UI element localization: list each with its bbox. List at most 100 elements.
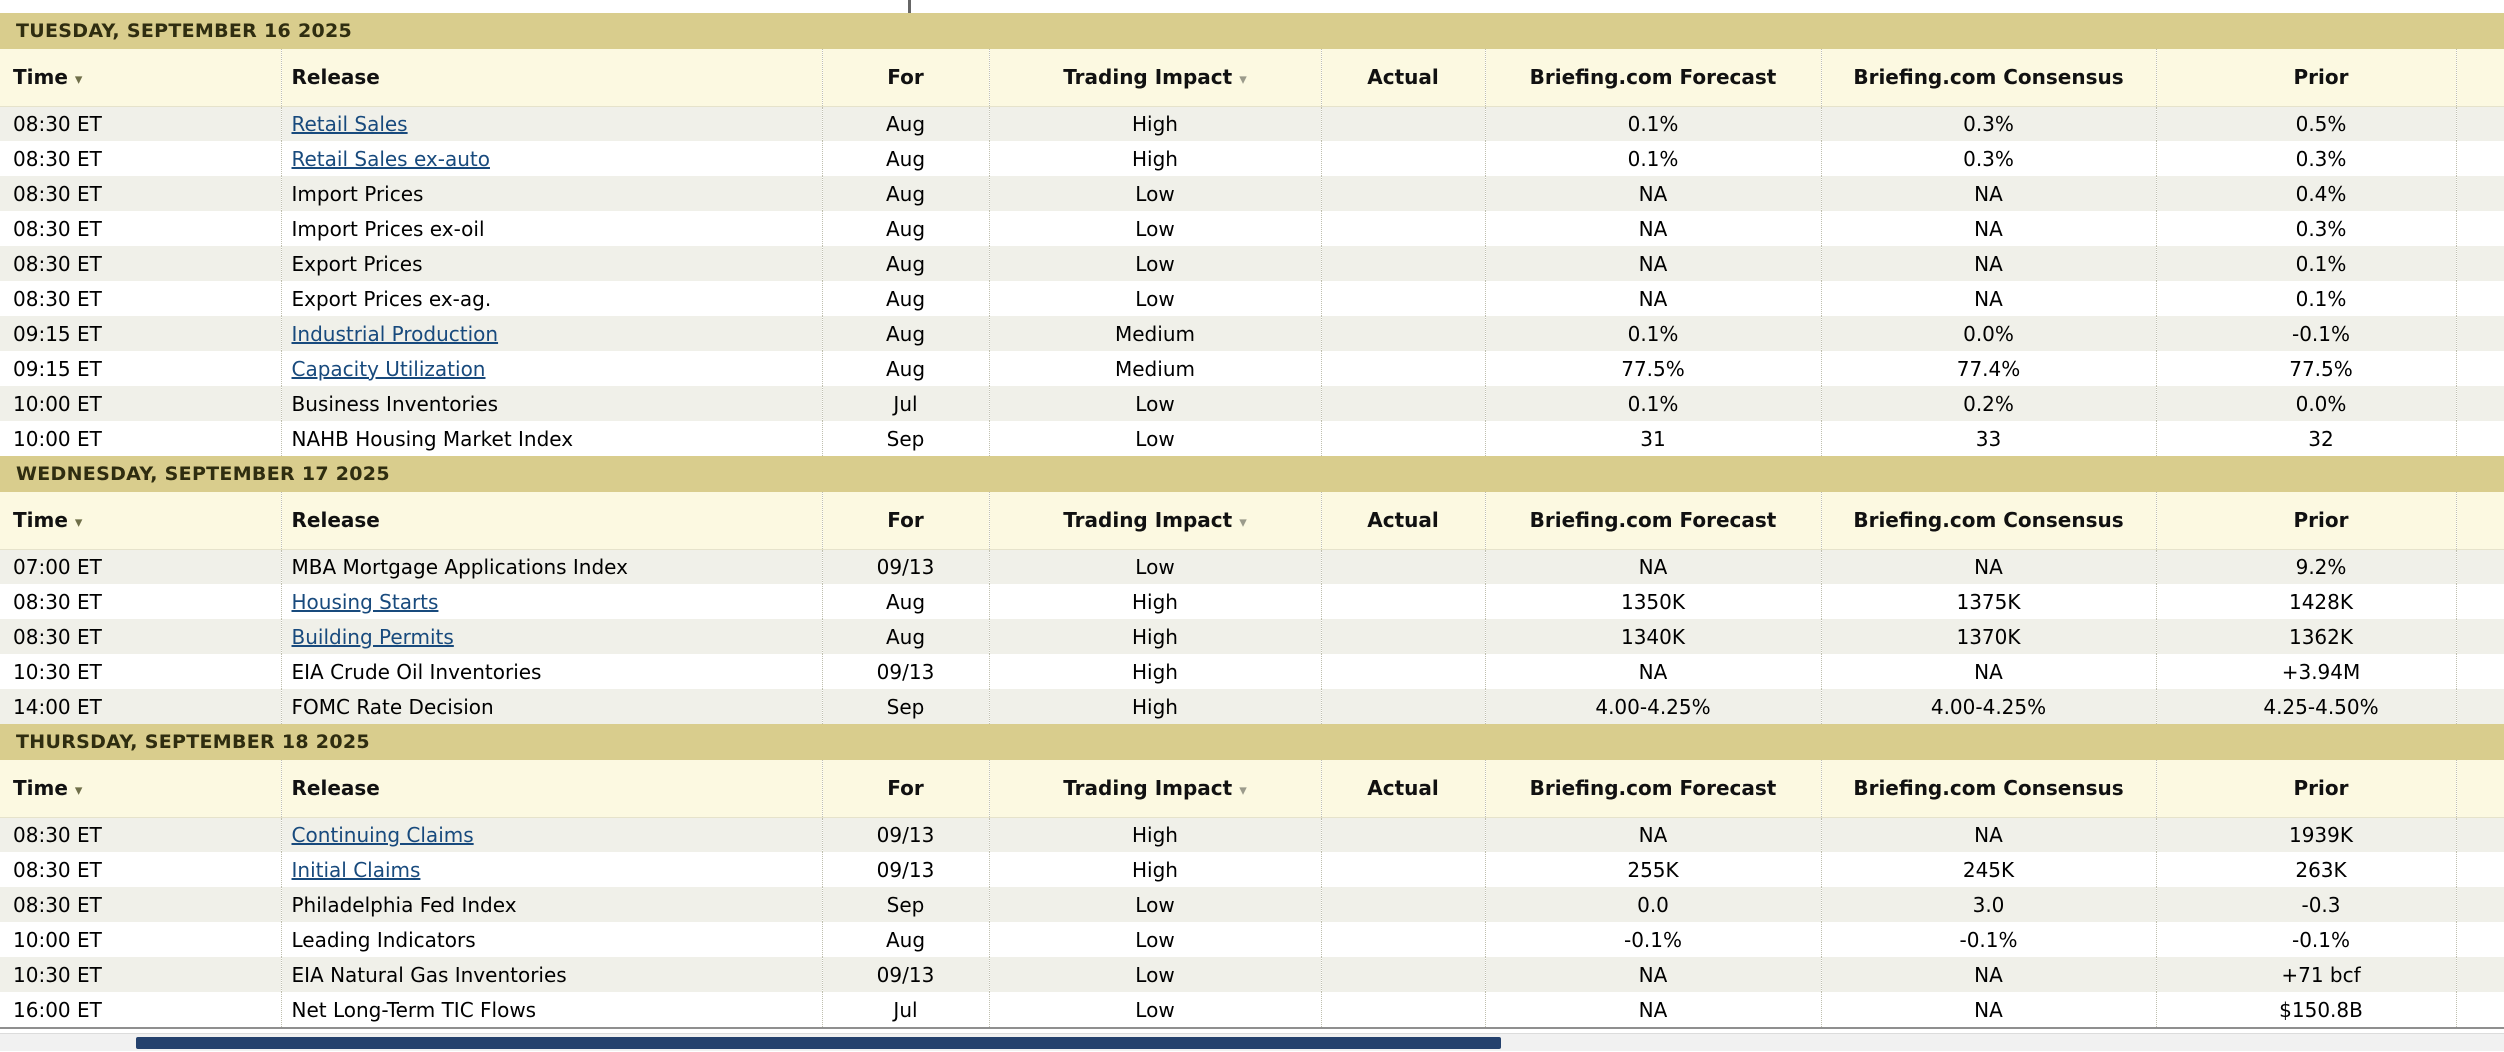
release-link[interactable]: Initial Claims [291,857,421,882]
forecast-cell: 0.0 [1485,887,1822,922]
sort-descending-icon[interactable]: ▾ [74,781,83,800]
time-cell: 08:30 ET [0,887,282,922]
impact-cell: Low [989,421,1322,456]
actual-cell [1321,281,1486,316]
forecast-cell: NA [1485,549,1822,584]
column-header-row: Time ▾ Release For Trading Impact ▾ Actual [0,492,2504,549]
spacer-cell [2456,852,2504,887]
release-link[interactable]: Industrial Production [291,321,499,346]
time-cell: 08:30 ET [0,281,282,316]
consensus-cell: NA [1821,992,2157,1027]
spacer-cell [2456,141,2504,176]
actual-cell [1321,957,1486,992]
prior-cell: +71 bcf [2156,957,2457,992]
time-cell: 10:00 ET [0,386,282,421]
consensus-cell: 1375K [1821,584,2157,619]
actual-cell [1321,922,1486,957]
col-header-forecast: Briefing.com Forecast [1485,49,1822,106]
column-header-row: Time ▾ Release For Trading Impact ▾ Actual [0,49,2504,106]
col-header-trading-impact[interactable]: Trading Impact ▾ [989,760,1322,817]
release-link[interactable]: Retail Sales [291,111,408,136]
dropdown-arrow-icon[interactable]: ▾ [1239,513,1247,532]
prior-cell: 0.3% [2156,211,2457,246]
for-cell: Jul [822,386,990,421]
prior-cell: 1939K [2156,817,2457,852]
for-cell: Aug [822,106,990,141]
actual-cell [1321,887,1486,922]
dropdown-arrow-icon[interactable]: ▾ [1239,781,1247,800]
table-row: 10:00 ET Leading Indicators Aug Low -0.1… [0,922,2504,957]
col-header-spacer [2456,492,2504,549]
forecast-cell: NA [1485,281,1822,316]
release-link[interactable]: Building Permits [291,624,454,649]
dropdown-arrow-icon[interactable]: ▾ [1239,70,1247,89]
release-link[interactable]: Continuing Claims [291,822,474,847]
table-row: 08:30 ET Import Prices ex-oil Aug Low NA… [0,211,2504,246]
col-header-time[interactable]: Time ▾ [0,492,282,549]
spacer-cell [2456,654,2504,689]
release-link[interactable]: Housing Starts [291,589,439,614]
table-bottom-border [0,1027,2504,1029]
time-cell: 10:30 ET [0,957,282,992]
for-cell: Sep [822,689,990,724]
forecast-cell: 0.1% [1485,386,1822,421]
spacer-cell [2456,386,2504,421]
col-header-for: For [822,49,990,106]
prior-cell: 0.1% [2156,281,2457,316]
col-header-trading-impact[interactable]: Trading Impact ▾ [989,49,1322,106]
col-header-label: Actual [1367,508,1439,533]
forecast-cell: 4.00-4.25% [1485,689,1822,724]
col-header-actual: Actual [1321,492,1486,549]
col-header-time[interactable]: Time ▾ [0,49,282,106]
time-cell: 08:30 ET [0,817,282,852]
actual-cell [1321,689,1486,724]
release-text: Import Prices [291,181,424,206]
sort-descending-icon[interactable]: ▾ [74,70,83,89]
for-cell: 09/13 [822,852,990,887]
column-header-row: Time ▾ Release For Trading Impact ▾ Actual [0,760,2504,817]
consensus-cell: 77.4% [1821,351,2157,386]
col-header-actual: Actual [1321,49,1486,106]
section-rows: 08:30 ET Continuing Claims 09/13 High NA… [0,817,2504,1027]
forecast-cell: NA [1485,654,1822,689]
prior-cell: -0.1% [2156,922,2457,957]
table-row: 08:30 ET Retail Sales ex-auto Aug High 0… [0,141,2504,176]
col-header-label: Release [291,65,380,90]
consensus-cell: 1370K [1821,619,2157,654]
prior-cell: 0.5% [2156,106,2457,141]
col-header-prior: Prior [2156,760,2457,817]
time-cell: 14:00 ET [0,689,282,724]
release-link[interactable]: Retail Sales ex-auto [291,146,490,171]
day-header-label: TUESDAY, SEPTEMBER 16 2025 [16,20,353,42]
consensus-cell: NA [1821,957,2157,992]
actual-cell [1321,106,1486,141]
for-cell: Aug [822,351,990,386]
impact-cell: Low [989,386,1322,421]
col-header-time[interactable]: Time ▾ [0,760,282,817]
calendar-table: Time ▾ Release For Trading Impact ▾ Actual [0,760,2504,1027]
prior-cell: $150.8B [2156,992,2457,1027]
forecast-cell: NA [1485,176,1822,211]
scrollbar-thumb[interactable] [136,1037,1501,1049]
horizontal-scrollbar[interactable] [0,1033,2504,1051]
col-header-label: Trading Impact [1063,508,1233,533]
time-cell: 08:30 ET [0,584,282,619]
sort-descending-icon[interactable]: ▾ [74,513,83,532]
col-header-release: Release [281,49,823,106]
col-header-trading-impact[interactable]: Trading Impact ▾ [989,492,1322,549]
table-row: 10:30 ET EIA Natural Gas Inventories 09/… [0,957,2504,992]
consensus-cell: 4.00-4.25% [1821,689,2157,724]
actual-cell [1321,211,1486,246]
day-header-label: WEDNESDAY, SEPTEMBER 17 2025 [16,463,390,485]
impact-cell: High [989,584,1322,619]
release-cell: Building Permits [281,619,823,654]
forecast-cell: 77.5% [1485,351,1822,386]
consensus-cell: NA [1821,654,2157,689]
col-header-label: Actual [1367,65,1439,90]
impact-cell: Medium [989,316,1322,351]
impact-cell: High [989,141,1322,176]
release-link[interactable]: Capacity Utilization [291,356,486,381]
table-row: 10:30 ET EIA Crude Oil Inventories 09/13… [0,654,2504,689]
col-header-consensus: Briefing.com Consensus [1821,760,2157,817]
